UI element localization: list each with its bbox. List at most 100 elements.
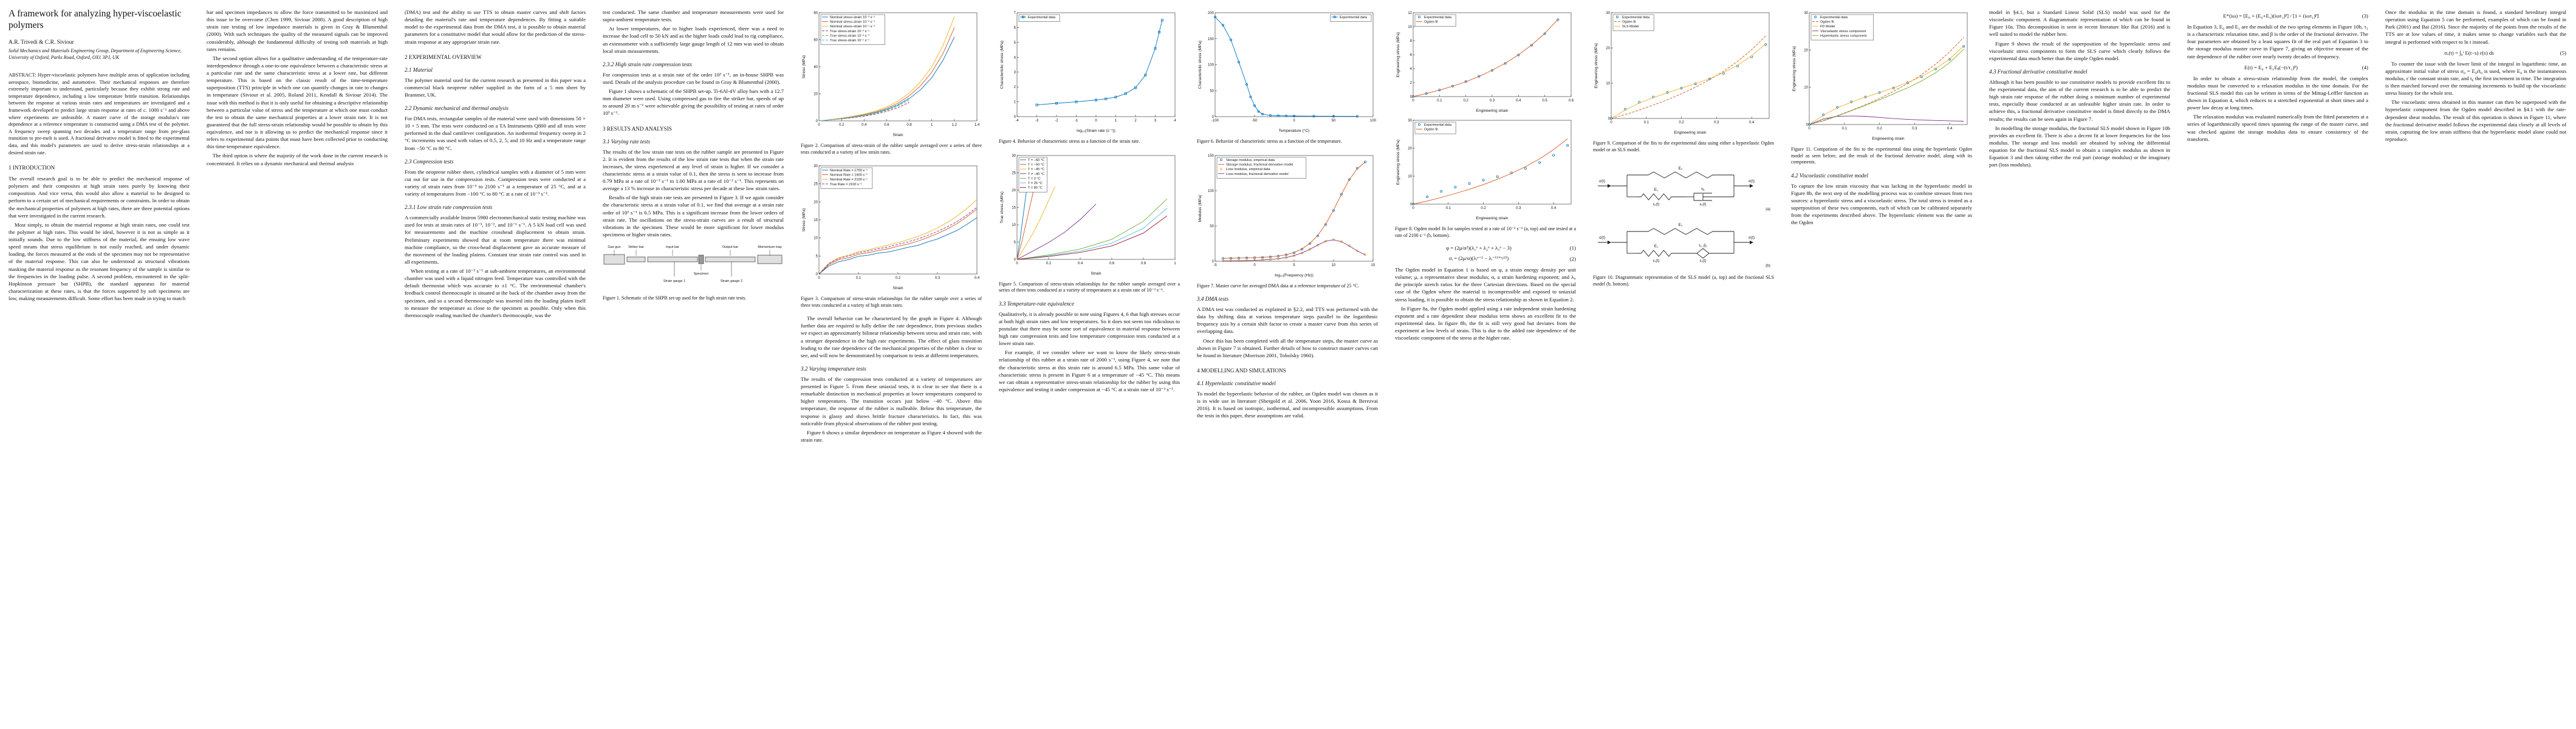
svg-text:Momentum trap: Momentum trap <box>758 245 781 249</box>
figure-5: 0 0.2 0.4 0.6 0.8 1 0 5 10 15 20 25 30 Strain True str… <box>999 151 1180 294</box>
paper-title: A framework for analyzing hyper-viscoela… <box>9 9 182 30</box>
section-heading-results: 3 RESULTS AND ANALYSIS <box>603 125 672 132</box>
column-7: -100 -50 0 50 100 0 50 100 150 200 Temperature (°C… <box>1197 9 1378 720</box>
equation-1: φ = (2μ/α²)(λ₁ᵅ + λ₂ᵅ + λ₃ᵅ − 3) (1) <box>1395 245 1576 251</box>
svg-text:1.2: 1.2 <box>952 123 957 127</box>
chart-svg: -4 -3 -2 -1 0 1 2 3 4 0 1 2 3 4 5 6 7 log₁₀(Strain rate (… <box>1000 12 1176 133</box>
svg-text:σ(t): σ(t) <box>1749 236 1755 240</box>
svg-text:η₁: η₁ <box>1701 187 1705 191</box>
figure-1-caption: Figure 1. Schematic of the SHPB set-up u… <box>603 295 747 301</box>
paragraph: (DMA) test and the ability to use TTS to… <box>405 9 586 45</box>
svg-text:Nominal stress-strain 10⁻¹ s⁻¹: Nominal stress-strain 10⁻¹ s⁻¹ <box>830 25 875 29</box>
subsection-heading-dma: 2.2 Dynamic mechanical and thermal analy… <box>405 105 509 111</box>
paragraph: For compression tests at a strain rate o… <box>603 71 784 85</box>
svg-text:Strain: Strain <box>892 286 903 290</box>
svg-text:10: 10 <box>1408 175 1412 179</box>
svg-text:0: 0 <box>1808 127 1810 131</box>
svg-text:Stress (MPa): Stress (MPa) <box>802 208 806 231</box>
column-11: model in §4.1, but a Standard Linear Sol… <box>1989 9 2170 720</box>
equation-5: σᵥ(t) = ∫₀ᵗ E(t−s) ε̇(s) ds (5) <box>2385 50 2566 56</box>
svg-text:Characteristic stress (MPa): Characteristic stress (MPa) <box>1000 41 1004 89</box>
svg-text:20: 20 <box>814 200 818 204</box>
section-heading-experimental: 2 EXPERIMENTAL OVERVIEW <box>405 53 482 60</box>
subsection-heading-hyperelastic: 4.1 Hyperelastic constitutive model <box>1197 380 1276 386</box>
figure-9-caption: Figure 9. Comparison of the fits to the … <box>1593 140 1774 152</box>
svg-text:0.4: 0.4 <box>1551 207 1557 210</box>
svg-text:2: 2 <box>1134 119 1137 123</box>
svg-text:0.8: 0.8 <box>906 123 912 127</box>
svg-text:5: 5 <box>1014 41 1016 45</box>
svg-text:T = −50 °C: T = −50 °C <box>1028 163 1044 166</box>
model-diagram-svg: σ(t) E₀ E₁ τ₁, β₁ ε₁(t) ε₂(t) σ(t) (b) <box>1598 223 1770 268</box>
svg-text:Engineering strain: Engineering strain <box>1872 137 1904 141</box>
equation-4: E(t) = E₀ + E₁Eᵦ(−(t/τ₁)ᵝ) (4) <box>2187 64 2368 70</box>
equation-2: σᵢ = (2μ/α)(λᵢᵅ⁻¹ − λᵢ⁻⁽¹⁺ᵅ/²⁾) (2) <box>1395 255 1576 262</box>
figure-11-caption: Figure 11. Comparison of the fits to the… <box>1791 146 1972 165</box>
svg-text:0.4: 0.4 <box>1078 262 1083 265</box>
paragraph: Once the modulus in the time domain is f… <box>2385 9 2566 45</box>
svg-text:80: 80 <box>814 12 818 15</box>
svg-text:5: 5 <box>1293 264 1295 267</box>
svg-text:0: 0 <box>1412 207 1414 210</box>
paragraph: The overall research goal is to be able … <box>9 176 190 219</box>
chart-svg: 0 0.1 0.2 0.3 0.4 0 10 20 30 Engineering strain En… <box>1792 12 1968 141</box>
svg-text:Engineering stress (MPa): Engineering stress (MPa) <box>1594 43 1598 88</box>
figure-10-caption: Figure 10. Diagrammatic representation o… <box>1593 275 1774 287</box>
svg-text:True Rate = 2100 s⁻¹: True Rate = 2100 s⁻¹ <box>830 183 862 187</box>
chart-svg: 0 0.2 0.4 0.6 0.8 1 1.2 1.4020406080StrainStres… <box>802 12 980 137</box>
svg-text:20: 20 <box>1012 189 1016 193</box>
svg-text:60: 60 <box>814 39 818 43</box>
paragraph: From the neoprene rubber sheet, cylindri… <box>405 168 586 197</box>
svg-text:5: 5 <box>816 255 818 258</box>
authors: A.R. Trivedi & C.R. Siviour <box>9 39 74 46</box>
figure-8a-chart: 0 0.1 0.2 0.3 0.4 0.5 0.6 0 2 4 6 8 10 12 Engineering … <box>1395 9 1576 116</box>
paragraph: Figure 1 shows a schematic of the SHPB s… <box>603 88 784 117</box>
svg-text:Gas gun: Gas gun <box>608 245 620 249</box>
svg-text:0.6: 0.6 <box>1109 262 1115 265</box>
svg-text:Engineering stress (MPa): Engineering stress (MPa) <box>1792 46 1797 91</box>
svg-text:0.2: 0.2 <box>839 123 844 127</box>
svg-text:10: 10 <box>1804 86 1808 90</box>
paragraph: At lower temperatures, due to higher loa… <box>603 26 784 54</box>
chart-svg: 0 0.1 0.2 0.3 0.4 0 10 20 30 Engineering strain En… <box>1594 12 1770 135</box>
column-5: 0 0.2 0.4 0.6 0.8 1 1.2 1.4 0 20 40 60 80 Strain Stres… <box>801 9 982 720</box>
figure-8: 0 0.1 0.2 0.3 0.4 0.5 0.6 0 2 4 6 8 10 12 Engineering … <box>1395 9 1576 239</box>
svg-text:10: 10 <box>1012 224 1016 227</box>
svg-text:σ(t): σ(t) <box>1749 179 1755 183</box>
svg-text:0.2: 0.2 <box>1046 262 1052 265</box>
paragraph: test conducted. The same chamber and tem… <box>603 9 784 23</box>
paragraph: The results of the compression tests con… <box>801 375 982 426</box>
svg-text:1: 1 <box>1115 119 1117 123</box>
svg-text:0: 0 <box>1293 119 1295 123</box>
svg-text:0: 0 <box>1412 99 1414 103</box>
subsection-heading-high-rate: 2.3.2 High strain rate compression tests <box>603 61 692 67</box>
svg-text:0.3: 0.3 <box>1516 207 1521 210</box>
svg-text:0.1: 0.1 <box>856 276 862 280</box>
paragraph: A DMA test was conducted as explained in… <box>1197 306 1378 335</box>
equation-3: E*(iω) = [E₀ + (E₀+E₁)(iωτ₁)ᵝ] / [1 + (i… <box>2187 13 2368 19</box>
figure-7-caption: Figure 7. Master curve for averaged DMA … <box>1197 282 1360 289</box>
svg-text:True stress (MPa): True stress (MPa) <box>1000 191 1004 224</box>
svg-text:0.1: 0.1 <box>1644 121 1649 125</box>
svg-text:20: 20 <box>814 93 818 97</box>
svg-text:0.1: 0.1 <box>1446 207 1451 210</box>
paragraph: Most simply, to obtain the material resp… <box>9 221 190 302</box>
subsection-heading-viscoelastic: 4.2 Viscoelastic constitutive model <box>1791 172 1868 179</box>
svg-text:Engineering stress (MPa): Engineering stress (MPa) <box>1396 32 1400 77</box>
svg-text:10: 10 <box>1332 264 1336 267</box>
paragraph: model in §4.1, but a Standard Linear Sol… <box>1989 9 2170 38</box>
svg-text:0.2: 0.2 <box>896 276 901 280</box>
svg-text:6: 6 <box>1410 53 1413 57</box>
paragraph: The results of the low strain rate tests… <box>603 148 784 192</box>
svg-text:Stress (MPa): Stress (MPa) <box>802 55 806 78</box>
svg-text:15: 15 <box>814 219 818 222</box>
paragraph: Although it has been possible to use con… <box>1989 78 2170 122</box>
svg-text:Striker bar: Striker bar <box>628 245 644 249</box>
subsection-heading-fractional: 4.3 Fractional derivative constitutive m… <box>1989 68 2088 75</box>
svg-text:Output bar: Output bar <box>722 245 739 249</box>
svg-text:7: 7 <box>1014 12 1016 15</box>
svg-text:Loss modulus, fractional deriv: Loss modulus, fractional derivative mode… <box>1226 172 1289 176</box>
svg-text:0.4: 0.4 <box>1516 99 1521 103</box>
svg-text:100: 100 <box>1208 64 1214 67</box>
figure-4-chart: -4 -3 -2 -1 0 1 2 3 4 0 1 2 3 4 5 6 7 log₁₀(Strain rate (… <box>999 9 1180 136</box>
